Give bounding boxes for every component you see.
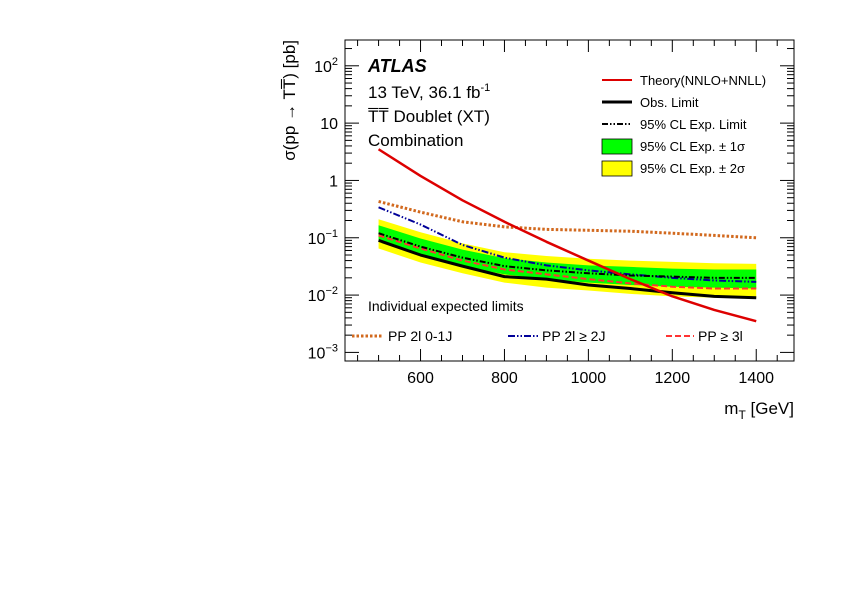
legend-label-obs: Obs. Limit (640, 95, 699, 110)
x-tick-label: 1400 (738, 370, 774, 387)
axis-ticks: 600 800 1000 1200 1400 102 10 1 10−1 10−2 10−3 (308, 40, 794, 387)
series-pp-2l-0-1j (378, 199, 757, 240)
info-energy-lumi: 13 TeV, 36.1 fb-1 (368, 82, 490, 102)
plot-frame (344, 39, 795, 362)
legend-swatch-yellow (601, 160, 633, 177)
legend-label-theory: Theory(NNLO+NNLL) (640, 73, 766, 88)
individual-limits-legend: Individual expected limits PP 2l 0-1J PP… (352, 298, 743, 344)
data-lines (377, 148, 757, 323)
confidence-bands (378, 219, 757, 299)
y-tick-label: 10−1 (308, 228, 338, 248)
atlas-label: ATLAS (367, 56, 427, 76)
legend-label-pp3l: PP ≥ 3l (698, 328, 743, 344)
x-tick-label: 1000 (571, 370, 607, 387)
band-95-cl-exp-1 (378, 225, 757, 289)
legend-label-pp2l2j: PP 2l ≥ 2J (542, 328, 605, 344)
x-tick-label: 600 (407, 370, 434, 387)
individual-limits-title: Individual expected limits (368, 298, 524, 314)
legend-label-exp: 95% CL Exp. Limit (640, 117, 747, 132)
info-model: T̅T̅ Doublet (XT) (368, 107, 490, 126)
y-tick-label: 10−3 (308, 342, 338, 362)
y-tick-label: 1 (329, 173, 338, 190)
series-pp-2l-2j (378, 206, 757, 283)
legend-label-pp2l01j: PP 2l 0-1J (388, 328, 452, 344)
series-theory-nnlo-nnll (377, 148, 757, 323)
info-combination: Combination (368, 131, 463, 150)
series-95-cl-exp-limit (378, 232, 757, 279)
x-axis-label: mT [GeV] (724, 399, 794, 422)
legend-label-yellow: 95% CL Exp. ± 2σ (640, 161, 745, 176)
legend: Theory(NNLO+NNLL) Obs. Limit 95% CL Exp.… (601, 73, 766, 177)
x-tick-label: 800 (491, 370, 518, 387)
y-tick-label: 10 (320, 116, 338, 133)
y-tick-label: 102 (314, 56, 338, 76)
x-tick-label: 1200 (655, 370, 691, 387)
legend-swatch-green (601, 138, 633, 155)
y-tick-label: 10−2 (308, 285, 338, 305)
series-obs-limit (378, 238, 757, 300)
legend-label-green: 95% CL Exp. ± 1σ (640, 139, 745, 154)
y-axis-label: σ(pp → TT̅) [pb] (280, 40, 299, 161)
series-pp-3l (378, 234, 757, 290)
